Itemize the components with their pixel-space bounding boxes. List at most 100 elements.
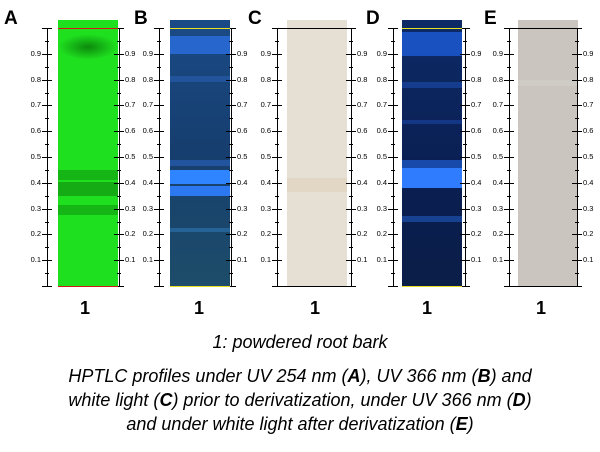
rf-tick-label: 0.5 [583,152,594,161]
figure-caption: HPTLC profiles under UV 254 nm (A), UV 3… [68,366,532,434]
rf-tick [391,195,395,197]
rf-tick-label: 0.5 [260,152,271,161]
rf-tick [463,144,467,146]
rf-tick [463,66,467,68]
rf-tick [154,157,164,158]
rf-tick [507,144,511,146]
rf-tick [226,157,236,158]
rf-tick [460,286,470,287]
rf-tick [460,234,470,236]
rf-tick [460,28,470,29]
rf-tick [388,105,398,107]
rf-tick [388,28,398,29]
rf-tick [229,169,233,171]
rf-tick-label: 0.3 [260,203,271,213]
rf-tick [275,118,279,120]
rf-tick [157,118,161,120]
lane-label-d: 1 [422,298,433,318]
rf-tick-label: 0.2 [260,229,271,239]
rf-tick-label: 0.8 [142,74,153,84]
sample-legend: 1: powdered root bark [212,332,388,352]
rf-tick [117,195,121,197]
rf-tick-label: 0.2 [125,229,136,239]
lane-label-e: 1 [536,298,547,318]
rf-tick [154,53,164,55]
rf-scale-left-d: 0.1 0.2 0.3 0.4 0.5 0.6 0.7 0.8 0.9 [377,28,398,287]
rf-tick [388,286,398,287]
rf-scale-right-b: 0.1 0.2 0.3 0.4 0.5 0.6 0.7 0.8 0.9 [226,28,247,287]
rf-tick [154,105,164,107]
rf-tick [42,28,52,29]
rf-tick [154,131,164,133]
rf-tick [117,66,121,68]
rf-tick-label: 0.1 [260,255,271,265]
rf-tick-label: 0.8 [471,74,482,84]
origin-line [272,286,352,287]
rf-tick [226,28,236,29]
rf-tick [507,169,511,171]
rf-tick [575,195,579,197]
rf-tick-label: 0.4 [376,177,387,187]
rf-tick [346,208,356,210]
lane-label-b: 1 [194,298,205,318]
rf-tick [572,182,582,184]
rf-tick [463,169,467,171]
rf-tick [275,247,279,249]
rf-tick [572,79,582,81]
rf-tick-label: 0.4 [492,177,503,187]
rf-tick [575,169,579,171]
rf-tick-label: 0.1 [492,255,503,265]
rf-tick [349,221,353,223]
rf-tick [391,92,395,94]
rf-tick-label: 0.9 [357,48,368,58]
rf-tick [349,40,353,42]
rf-tick-label: 0.7 [125,100,136,110]
rf-tick-label: 0.4 [260,177,271,187]
rf-tick-label: 0.7 [260,100,271,110]
rf-tick [114,131,124,133]
rf-tick-label: 0.7 [142,100,153,110]
rf-tick [45,40,49,42]
rf-tick [226,286,236,287]
rf-tick [157,144,161,146]
rf-tick [42,131,52,133]
rf-tick [272,208,282,210]
rf-tick-label: 0.8 [30,74,41,84]
rf-tick [45,247,49,249]
rf-tick-label: 0.2 [142,229,153,239]
rf-tick-label: 0.4 [237,177,248,187]
rf-tick [42,260,52,262]
rf-tick [114,105,124,107]
rf-tick [226,260,236,262]
rf-tick [349,66,353,68]
rf-tick-label: 0.4 [357,177,368,187]
rf-tick [42,208,52,210]
rf-tick [460,79,470,81]
rf-tick-label: 0.4 [471,177,482,187]
rf-tick [507,66,511,68]
rf-tick [157,40,161,42]
rf-scale-right-d: 0.1 0.2 0.3 0.4 0.5 0.6 0.7 0.8 0.9 [460,28,481,287]
rf-tick [272,182,282,184]
rf-tick-label: 0.5 [357,152,368,161]
rf-tick-label: 0.3 [30,203,41,213]
rf-tick [460,53,470,55]
rf-tick-label: 0.7 [357,100,368,110]
rf-tick-label: 0.2 [237,229,248,239]
panel-label-a: A [4,8,18,29]
rf-tick-label: 0.6 [583,126,594,136]
rf-tick [226,79,236,81]
rf-tick [275,169,279,171]
rf-tick [117,40,121,42]
panel-b: B 0.1 0.2 0.3 0.4 0.5 0.6 0.7 0.8 0.9 0.1 0.2 0.3 0… [120,0,247,330]
rf-tick [275,92,279,94]
rf-tick [507,40,511,42]
rf-tick [346,131,356,133]
rf-tick [275,273,279,275]
rf-tick [157,195,161,197]
rf-tick [391,66,395,68]
rf-tick [114,260,124,262]
rf-tick [272,234,282,236]
rf-tick [226,105,236,107]
rf-tick [157,66,161,68]
